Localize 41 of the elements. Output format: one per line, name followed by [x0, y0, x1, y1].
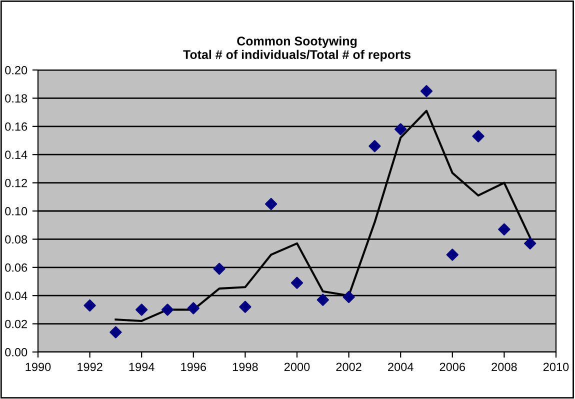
point: [161, 304, 174, 316]
point: [446, 248, 458, 261]
x-tick-label: 2010: [543, 362, 569, 372]
point: [290, 276, 304, 289]
y-tick-label: 0.16: [5, 122, 28, 131]
point: [472, 130, 484, 142]
point: [110, 326, 122, 338]
x-tick-label: 1994: [129, 362, 154, 372]
y-tick-label: 0.02: [5, 320, 27, 328]
x-tick-label: 2000: [284, 362, 310, 372]
point: [316, 294, 329, 306]
point: [394, 123, 407, 136]
point: [420, 85, 433, 98]
point: [187, 302, 200, 314]
y-tick-label: 0.04: [5, 292, 28, 300]
y-tick-label: 0.18: [5, 94, 28, 103]
point: [368, 140, 381, 152]
x-tick-label: 2006: [440, 362, 466, 372]
point: [136, 304, 148, 316]
point: [265, 198, 278, 210]
y-tick-label: 0.14: [5, 150, 28, 159]
y-tick-label: 0.06: [5, 263, 28, 272]
chart-title: Common Sootywing Total # of individuals/Total # of reports: [183, 36, 411, 62]
point: [213, 262, 226, 275]
y-tick-label: 0.20: [5, 66, 28, 74]
x-tick-label: 2008: [492, 362, 517, 372]
y-tick-label: 0.12: [5, 178, 27, 188]
x-tick-label: 2004: [388, 362, 414, 372]
y-tick-label: 0.00: [5, 348, 28, 356]
point: [498, 223, 510, 236]
x-tick-label: 1998: [232, 362, 258, 372]
point: [239, 300, 252, 313]
x-tick-label: 2002: [336, 362, 362, 372]
point: [84, 299, 96, 312]
point: [342, 290, 355, 304]
point: [524, 237, 536, 250]
y-tick-label: 0.10: [5, 207, 28, 216]
x-tick-label: 1990: [26, 362, 51, 372]
x-tick-label: 1996: [181, 362, 206, 372]
x-tick-label: 1992: [78, 362, 102, 372]
y-tick-label: 0.08: [5, 235, 28, 244]
